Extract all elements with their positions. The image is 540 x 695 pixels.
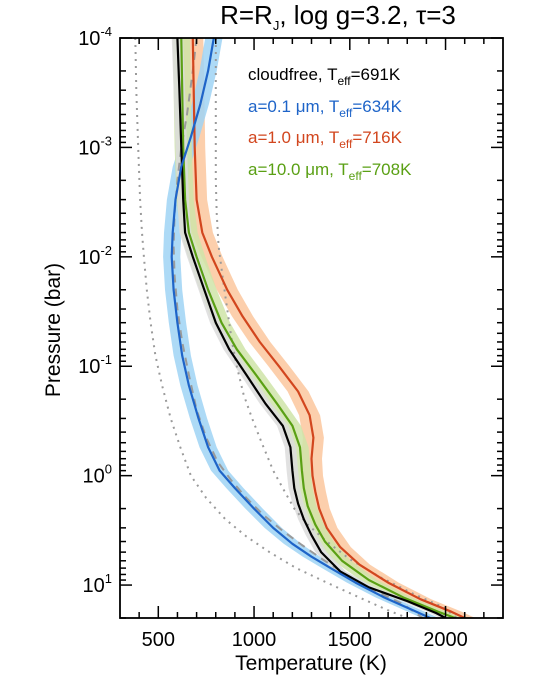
x-tick-label: 2000 (423, 629, 468, 651)
y-tick-label: 10-3 (78, 133, 112, 159)
y-tick-label: 100 (83, 462, 112, 488)
y-tick-label: 10-1 (78, 352, 112, 378)
y-tick-label: 101 (83, 571, 112, 597)
line-dotted-left (134, 38, 408, 618)
legend-entry-a100: a=10.0 μm, Teff=708K (248, 160, 412, 183)
title-part-a: R=R (220, 0, 273, 30)
legend-entry-a10: a=1.0 μm, Teff=716K (248, 128, 403, 151)
band-a10 (182, 38, 476, 618)
title-part-c: =3 (426, 0, 456, 30)
line-a01 (170, 38, 431, 618)
y-axis-ticks: 10-4 10-3 10-2 10-1 100 101 (78, 24, 503, 619)
y-axis-label: Pressure (bar) (42, 263, 65, 397)
title-sub-j: J (273, 18, 280, 33)
legend-entry-a01: a=0.1 μm, Teff=634K (248, 97, 403, 120)
line-cloudfree (176, 38, 447, 618)
x-tick-label: 1500 (328, 629, 373, 651)
uncertainty-bands (163, 38, 476, 618)
line-a10 (191, 38, 466, 618)
legend-entry-cloudfree: cloudfree, Teff=691K (248, 65, 401, 88)
chart-title: R=RJ, log g=3.2, τ=3 (220, 0, 456, 33)
y-tick-label: 10-2 (78, 243, 112, 269)
legend: cloudfree, Teff=691K a=0.1 μm, Teff=634K a… (248, 65, 412, 183)
x-tick-label: 1000 (232, 629, 277, 651)
x-tick-label: 500 (142, 629, 175, 651)
band-a100 (172, 38, 464, 618)
y-tick-label: 10-4 (78, 24, 112, 50)
line-a100 (180, 38, 456, 618)
band-cloudfree (171, 38, 452, 618)
title-tau: τ (416, 0, 427, 30)
series-lines (134, 38, 466, 618)
x-axis-label: Temperature (K) (235, 652, 387, 675)
x-axis-ticks: 500 1000 1500 2000 (138, 38, 485, 651)
title-part-b: , log g=3.2, (279, 0, 416, 30)
line-dashed (172, 38, 424, 618)
